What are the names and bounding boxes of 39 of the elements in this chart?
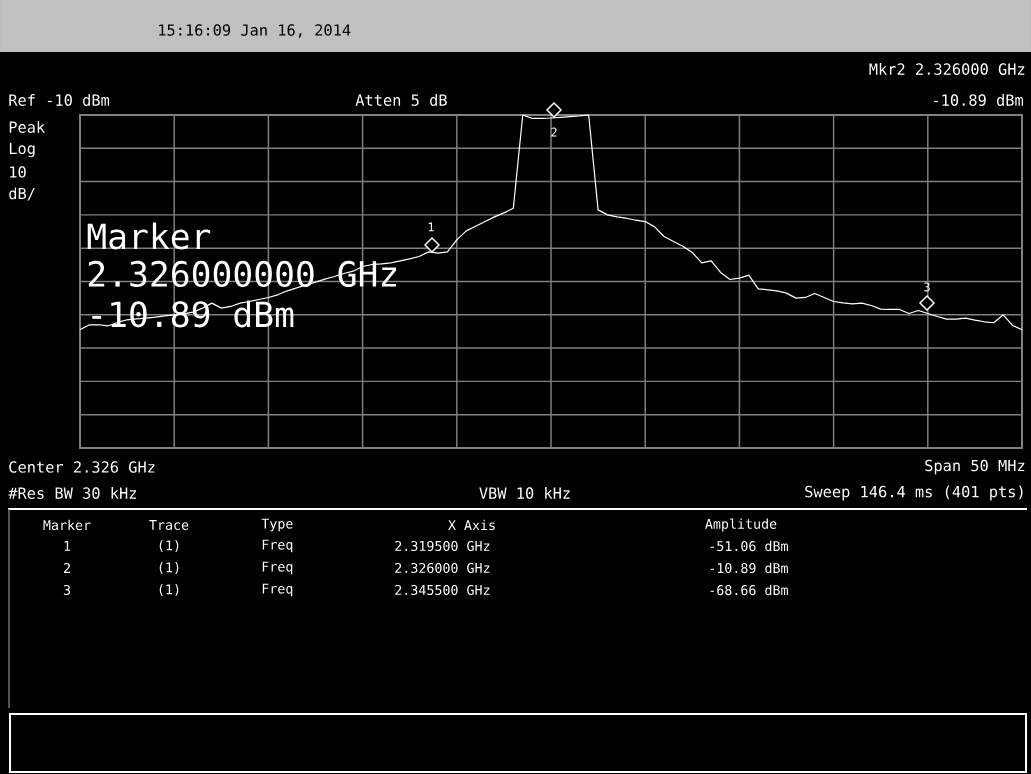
text: 2.345500 GHz <box>395 584 490 596</box>
text: Marker <box>43 519 91 531</box>
text: Freq <box>262 561 293 575</box>
text: Mkr2 2.326000 GHz <box>869 63 1025 75</box>
text: Span 50 MHz <box>925 459 1025 475</box>
text: 15:16:09 Jan 16, 2014 <box>159 24 351 38</box>
text: (1) <box>159 584 179 596</box>
annotation: 2.326000000 GHz <box>88 260 397 288</box>
text: Ref -10 dBm <box>9 94 110 106</box>
text: 1 <box>64 541 71 551</box>
annotation: 3 <box>924 282 930 292</box>
text: Freq <box>262 539 293 553</box>
text: -10.89 dBm <box>710 562 788 574</box>
text: (1) <box>159 540 179 552</box>
text: 2 <box>63 563 70 573</box>
text: -51.06 dBm <box>710 540 788 552</box>
annotation: Marker <box>87 222 211 250</box>
text: Center 2.326 GHz <box>9 461 155 473</box>
text: 2.319500 GHz <box>395 540 490 552</box>
text: -68.66 dBm <box>710 584 788 596</box>
text: Trace <box>149 520 189 530</box>
text: (1) <box>159 562 179 574</box>
text: dB/ <box>9 187 35 201</box>
text: Type <box>261 518 293 532</box>
text: X Axis <box>448 519 495 531</box>
text: 3 <box>63 584 71 596</box>
text: Amplitude <box>705 518 777 532</box>
text: Atten 5 dB <box>355 94 447 106</box>
text: Sweep 146.4 ms (401 pts) <box>805 485 1023 501</box>
annotation: 1 <box>428 222 434 232</box>
text: Freq <box>262 583 293 597</box>
text: VBW 10 kHz <box>479 487 570 499</box>
annotation: 2 <box>551 127 557 137</box>
text: Log <box>9 142 35 158</box>
text: -10.89 dBm <box>934 94 1023 106</box>
text: Peak <box>9 121 45 133</box>
text: 2.326000 GHz <box>395 562 490 574</box>
text: #Res BW 30 kHz <box>8 487 137 499</box>
text: 10 <box>10 166 26 178</box>
